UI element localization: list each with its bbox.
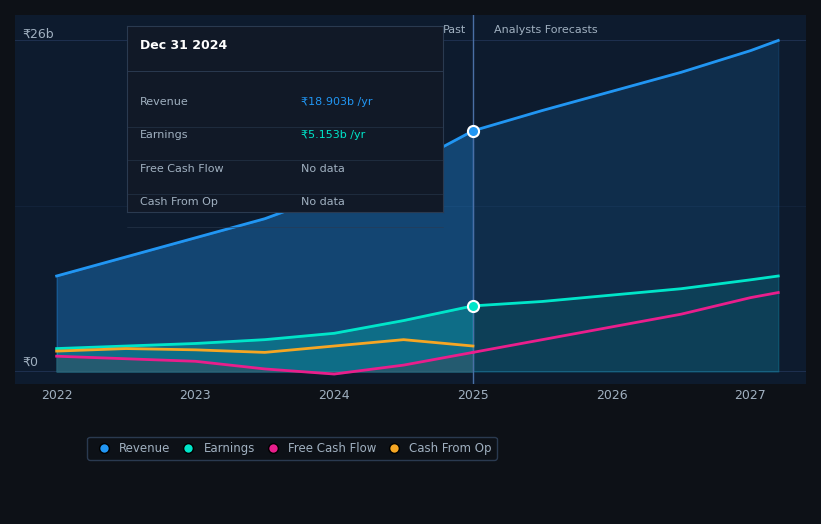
Text: ₹26b: ₹26b [22,27,53,40]
Text: Earnings: Earnings [140,130,188,140]
Text: ₹0: ₹0 [22,356,38,369]
Text: No data: No data [301,164,345,174]
Text: Analysts Forecasts: Analysts Forecasts [493,25,598,35]
Text: No data: No data [301,198,345,208]
Text: Revenue: Revenue [140,97,189,107]
Text: Past: Past [443,25,466,35]
Text: ₹5.153b /yr: ₹5.153b /yr [301,130,365,140]
Text: Dec 31 2024: Dec 31 2024 [140,39,227,52]
Text: Cash From Op: Cash From Op [140,198,218,208]
Text: Free Cash Flow: Free Cash Flow [140,164,223,174]
Text: ₹18.903b /yr: ₹18.903b /yr [301,97,373,107]
Legend: Revenue, Earnings, Free Cash Flow, Cash From Op: Revenue, Earnings, Free Cash Flow, Cash … [87,437,497,460]
